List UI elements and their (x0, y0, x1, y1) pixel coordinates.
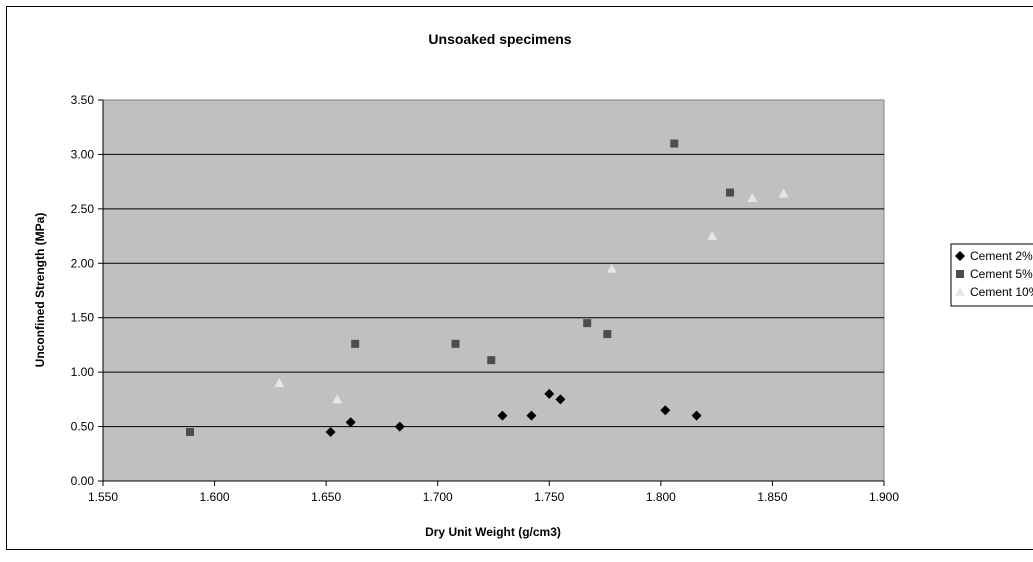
legend-label: Cement 10% (970, 285, 1033, 299)
y-tick-label: 3.00 (71, 147, 95, 161)
x-tick-label: 1.700 (423, 490, 453, 504)
y-tick-label: 1.00 (71, 365, 95, 379)
y-tick-label: 0.50 (71, 420, 95, 434)
x-tick-label: 1.600 (200, 490, 230, 504)
y-tick-label: 1.50 (71, 311, 95, 325)
y-axis-title: Unconfined Strength (MPa) (33, 213, 47, 368)
y-tick-label: 2.00 (71, 256, 95, 270)
data-point (670, 140, 678, 148)
x-tick-label: 1.800 (646, 490, 676, 504)
data-point (583, 319, 591, 327)
y-tick-label: 0.00 (71, 474, 95, 488)
x-tick-label: 1.850 (757, 490, 787, 504)
x-tick-label: 1.750 (534, 490, 564, 504)
data-point (186, 428, 194, 436)
data-point (351, 340, 359, 348)
y-tick-label: 2.50 (71, 202, 95, 216)
x-tick-label: 1.900 (869, 490, 899, 504)
legend-label: Cement 2% (970, 249, 1033, 263)
y-tick-label: 3.50 (71, 93, 95, 107)
legend: Cement 2% Cement 5% Cement 10% (951, 244, 1033, 306)
data-point (603, 330, 611, 338)
x-axis-title: Dry Unit Weight (g/cm3) (425, 525, 561, 539)
legend-label: Cement 5% (970, 267, 1033, 281)
x-tick-label: 1.550 (88, 490, 118, 504)
plot-area (103, 100, 884, 481)
x-tick-label: 1.650 (311, 490, 341, 504)
data-point (726, 189, 734, 197)
chart-title: Unsoaked specimens (428, 31, 571, 47)
data-point (452, 340, 460, 348)
data-point (487, 356, 495, 364)
legend-marker (956, 270, 964, 278)
